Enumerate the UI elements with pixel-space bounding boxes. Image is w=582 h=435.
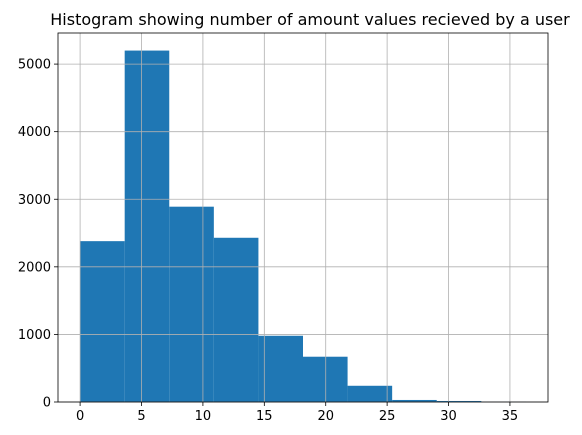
x-tick-label: 30 [440,409,457,424]
histogram-bar [436,400,482,402]
axes-frame [57,32,549,403]
y-tick-label: 1000 [18,328,51,343]
histogram-bar [80,241,125,402]
y-tick-label: 2000 [18,260,51,275]
histogram-bar [213,237,259,402]
histogram-bar [124,50,170,402]
axes [57,32,549,403]
x-tick-label: 15 [256,409,273,424]
y-tick-label: 5000 [18,58,51,73]
histogram-bar [258,335,303,402]
x-tick-label: 25 [379,409,396,424]
x-tick-label: 0 [76,409,84,424]
x-tick-label: 10 [195,409,212,424]
chart-title: Histogram showing number of amount value… [50,10,570,29]
histogram-bar [303,356,348,402]
x-tick-label: 35 [502,409,519,424]
histogram-bar [169,206,214,402]
ticks: 0 5 10 15 20 25 30 35 0 1000 2000 3000 4000 5000 [18,58,518,424]
histogram-bar [347,385,393,402]
bars [80,50,526,402]
y-tick-label: 4000 [18,125,51,140]
x-tick-label: 5 [137,409,145,424]
histogram-bar [392,399,437,402]
y-tick-label: 3000 [18,193,51,208]
x-tick-label: 20 [317,409,334,424]
y-tick-label: 0 [43,396,51,411]
